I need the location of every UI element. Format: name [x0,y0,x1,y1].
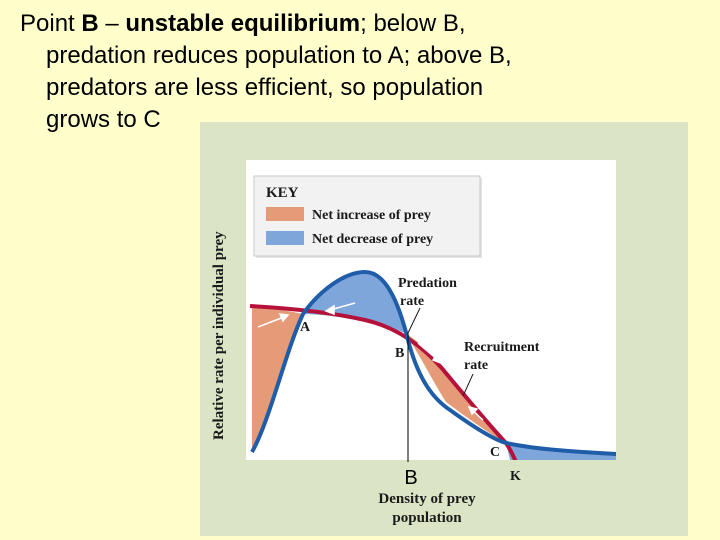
predation-rate-label-2: rate [400,294,424,309]
caption-suffix: ; below B, [360,10,466,37]
recruitment-rate-label-2: rate [464,358,488,373]
y-axis-label: Relative rate per individual prey [211,231,227,440]
b-marker-label: B [404,467,417,489]
caption-line-1: Point B – unstable equilibrium; below B, [20,8,700,40]
point-b-label: B [395,346,404,361]
caption-bold-phrase: unstable equilibrium [125,10,361,37]
key-legend: KEY Net increase of prey Net decrease of… [253,175,482,258]
key-label-decrease: Net decrease of prey [312,232,433,247]
decrease-region-middle [303,272,405,333]
key-title: KEY [266,185,299,201]
caption-line-2: predation reduces population to A; above… [46,42,512,69]
key-swatch-decrease [266,231,304,245]
predation-leader [407,307,421,334]
point-k-label: K [510,469,521,484]
x-axis-label-1: Density of prey [378,491,476,507]
caption: Point B – unstable equilibrium; below B,… [20,8,700,136]
recruitment-rate-label-1: Recruitment [464,340,540,355]
caption-dash: – [98,10,126,37]
direction-arrows [257,302,484,421]
key-swatch-increase [266,207,304,221]
recruitment-curve [249,304,518,460]
x-axis-label-2: population [392,510,462,526]
point-a-label: A [300,320,311,335]
recruitment-leader [462,373,474,397]
caption-line-3: predators are less efficient, so populat… [46,74,484,101]
caption-text: Point [20,10,82,37]
caption-bold-b: B [81,10,99,37]
point-c-label: C [490,445,500,460]
key-label-increase: Net increase of prey [312,208,431,223]
predation-rate-label-1: Predation [398,276,457,291]
caption-line-4: grows to C [46,106,161,133]
